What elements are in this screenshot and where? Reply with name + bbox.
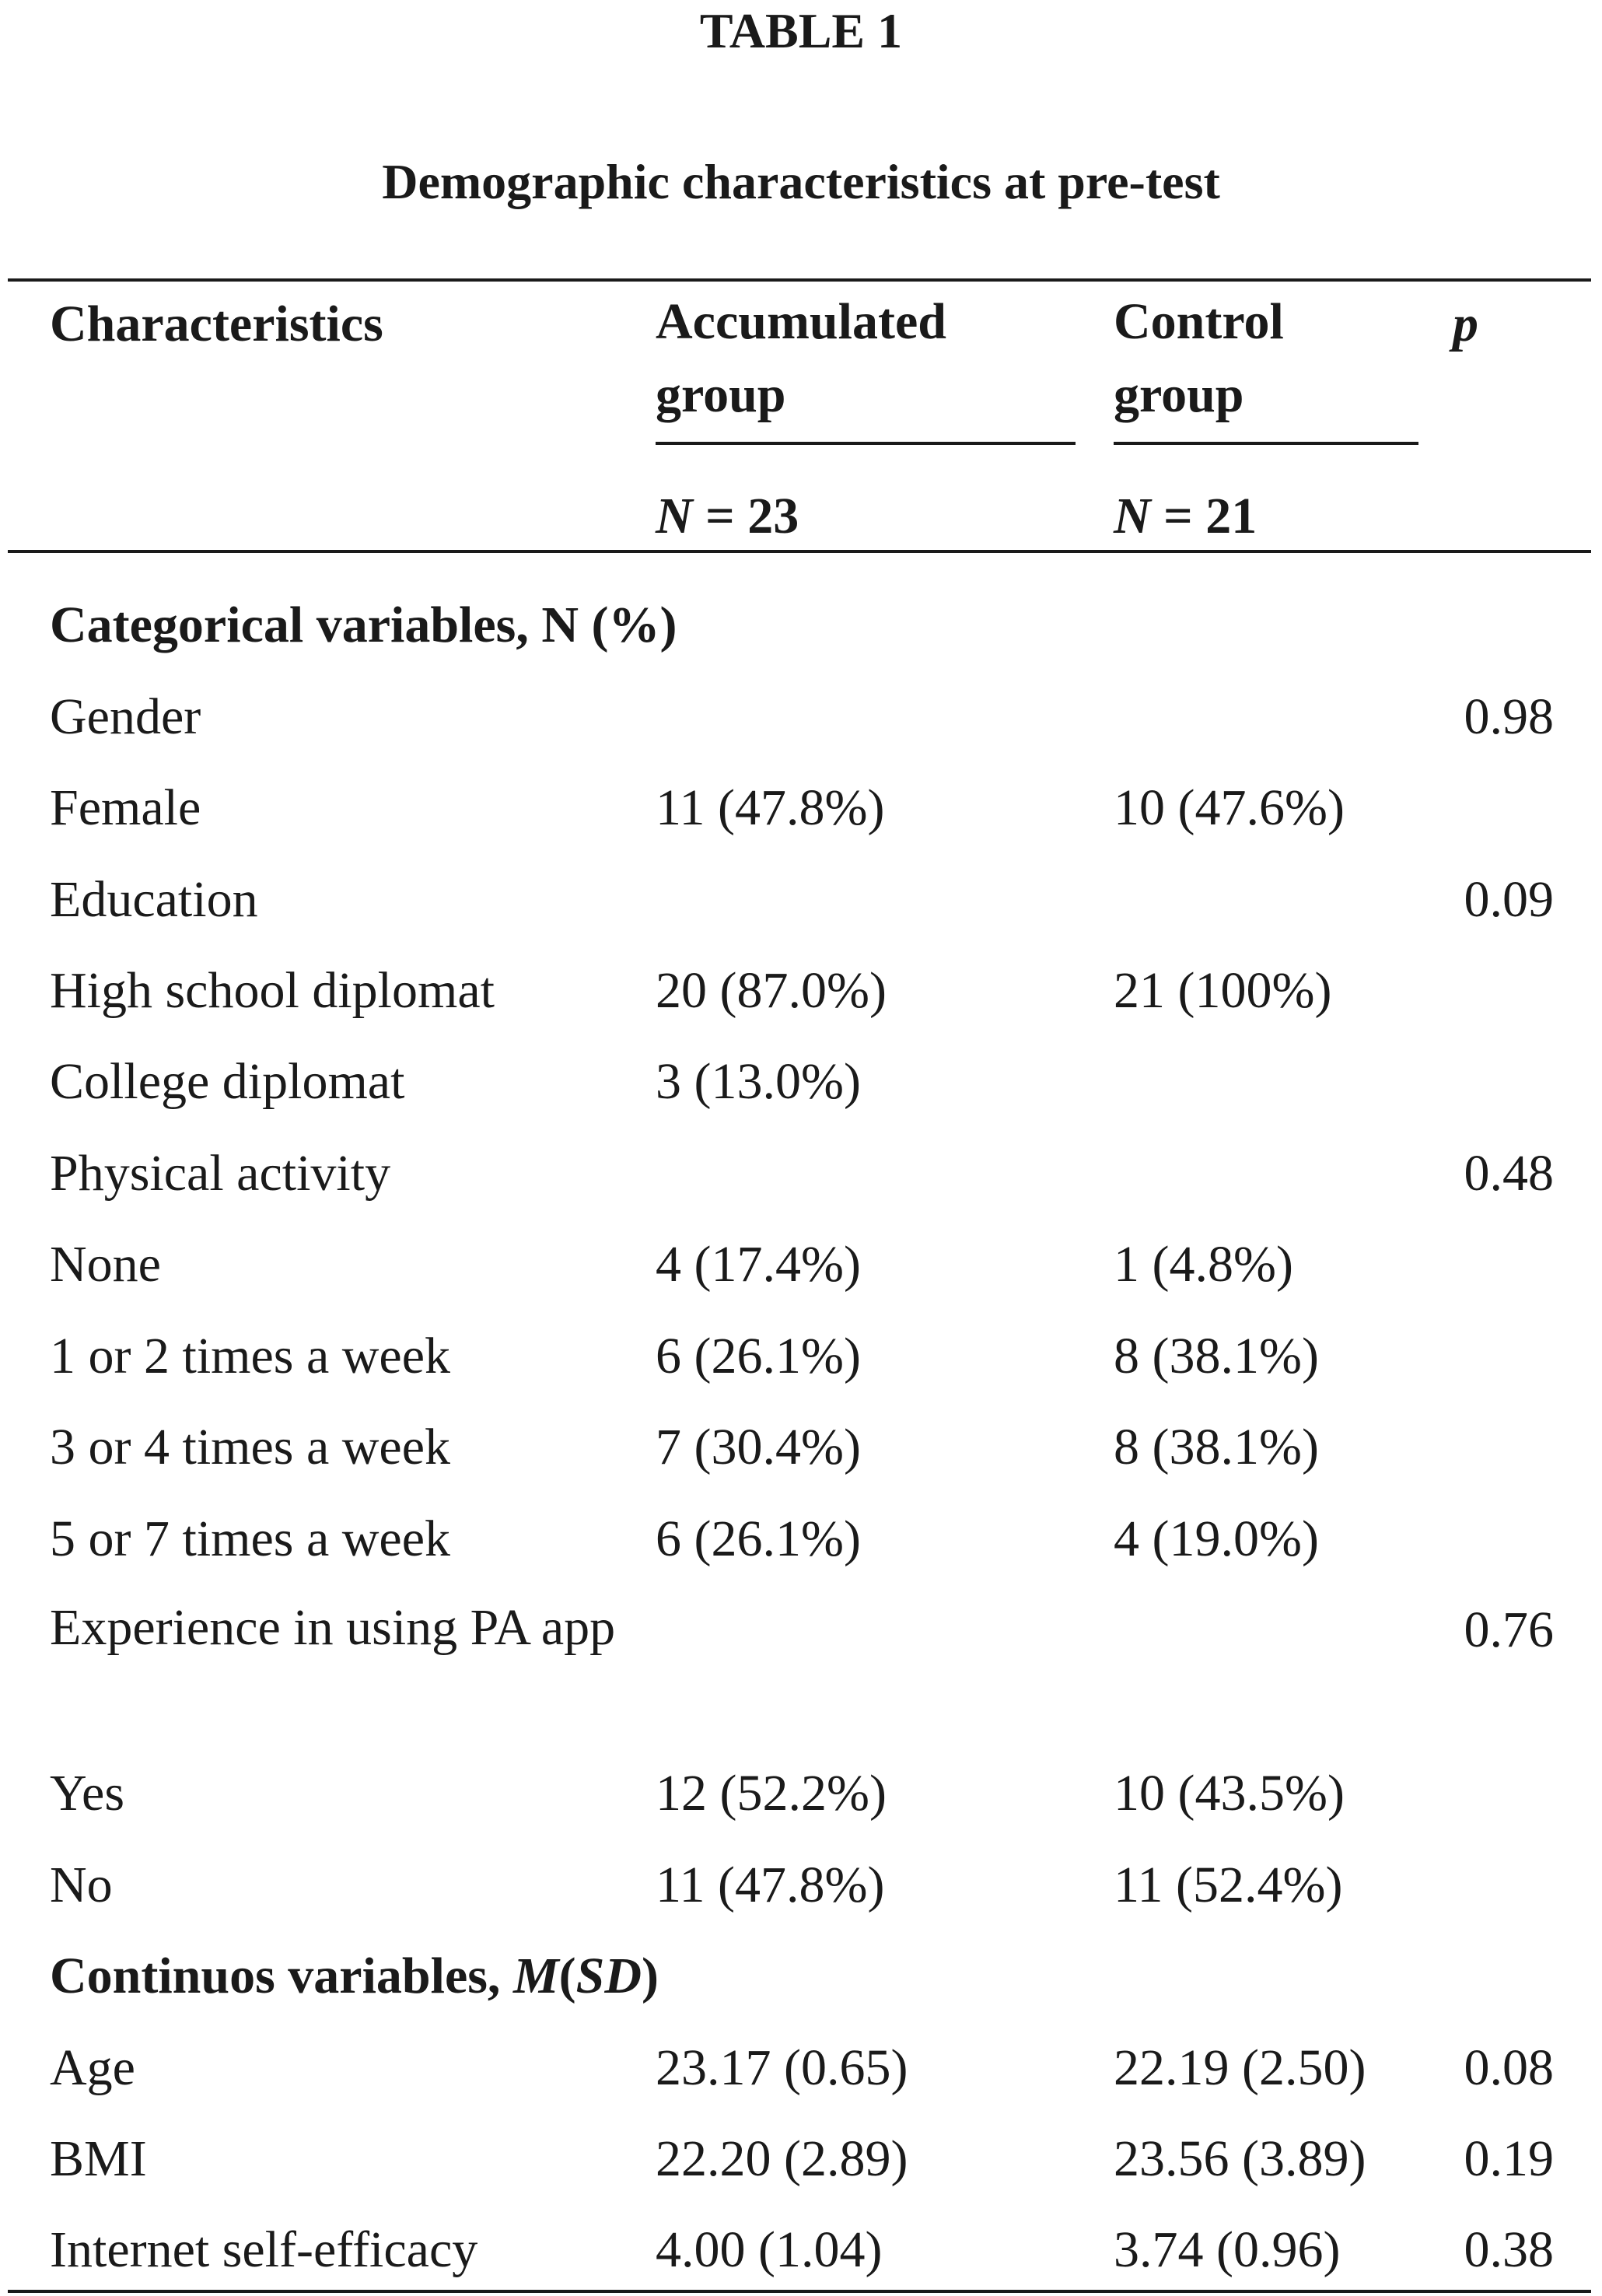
section-continuous: Continuos variables, M(SD)	[50, 1948, 659, 2004]
row-label: Physical activity	[50, 1145, 391, 1202]
row-accumulated: 6 (26.1%)	[656, 1328, 861, 1384]
row-accumulated: 22.20 (2.89)	[656, 2130, 908, 2187]
row-label: College diplomat	[50, 1053, 405, 1110]
row-accumulated: 23.17 (0.65)	[656, 2039, 908, 2096]
row-label: Experience in using PA app	[50, 1599, 616, 1656]
row-label: Yes	[50, 1765, 125, 1822]
row-p: 0.38	[1464, 2221, 1555, 2278]
header-bottom-rule	[8, 550, 1591, 553]
header-accumulated-group: Accumulated group	[656, 293, 946, 423]
row-p: 0.09	[1464, 871, 1555, 928]
n-symbol: N	[656, 488, 693, 544]
row-control: 10 (47.6%)	[1114, 779, 1345, 836]
row-control: 10 (43.5%)	[1114, 1765, 1345, 1822]
mean-symbol: M	[512, 1948, 559, 2004]
row-control: 11 (52.4%)	[1114, 1857, 1343, 1913]
row-label: No	[50, 1857, 113, 1913]
row-p: 0.76	[1464, 1601, 1555, 1658]
section-continuous-label: Continuos variables,	[50, 1948, 513, 2004]
row-control: 4 (19.0%)	[1114, 1510, 1319, 1567]
header-characteristics: Characteristics	[50, 296, 383, 352]
table-title: Demographic characteristics at pre-test	[382, 154, 1220, 209]
bottom-rule	[8, 2290, 1591, 2293]
section-categorical: Categorical variables, N (%)	[50, 597, 677, 653]
row-control: 3.74 (0.96)	[1114, 2221, 1341, 2278]
row-accumulated: 12 (52.2%)	[656, 1765, 887, 1822]
n-accumulated-value: = 23	[705, 488, 799, 544]
row-label: Female	[50, 779, 201, 836]
row-accumulated: 3 (13.0%)	[656, 1053, 861, 1110]
table-label: TABLE 1	[699, 3, 903, 58]
row-accumulated: 6 (26.1%)	[656, 1510, 861, 1567]
row-control: 22.19 (2.50)	[1114, 2039, 1366, 2096]
row-label: Education	[50, 871, 258, 928]
row-label: Internet self-efficacy	[50, 2221, 478, 2278]
n-symbol: N	[1114, 488, 1151, 544]
row-p: 0.19	[1464, 2130, 1555, 2187]
row-control: 8 (38.1%)	[1114, 1328, 1319, 1384]
n-control-value: = 21	[1163, 488, 1257, 544]
row-accumulated: 7 (30.4%)	[656, 1419, 861, 1475]
row-p: 0.98	[1464, 688, 1555, 745]
row-control: 1 (4.8%)	[1114, 1236, 1293, 1293]
control-group-rule	[1114, 442, 1418, 445]
row-accumulated: 4.00 (1.04)	[656, 2221, 883, 2278]
row-accumulated: 20 (87.0%)	[656, 962, 887, 1019]
row-accumulated: 11 (47.8%)	[656, 779, 885, 836]
row-label: 3 or 4 times a week	[50, 1419, 451, 1475]
n-accumulated: N = 23	[656, 491, 799, 542]
row-p: 0.08	[1464, 2039, 1555, 2096]
top-rule	[8, 278, 1591, 282]
row-label: High school diplomat	[50, 962, 495, 1019]
row-control: 8 (38.1%)	[1114, 1419, 1319, 1475]
row-label: 5 or 7 times a week	[50, 1510, 451, 1567]
row-label: Age	[50, 2039, 135, 2096]
accumulated-group-rule	[656, 442, 1076, 445]
header-control-group: Control group	[1114, 293, 1284, 423]
row-accumulated: 4 (17.4%)	[656, 1236, 861, 1293]
n-control: N = 21	[1114, 491, 1257, 542]
row-p: 0.48	[1464, 1145, 1555, 1202]
row-label: None	[50, 1236, 161, 1293]
header-p: p	[1453, 296, 1478, 352]
row-control: 21 (100%)	[1114, 962, 1332, 1019]
row-label: Gender	[50, 688, 201, 745]
sd-symbol: SD	[575, 1948, 642, 2004]
row-control: 23.56 (3.89)	[1114, 2130, 1366, 2187]
row-label: BMI	[50, 2130, 147, 2187]
row-label: 1 or 2 times a week	[50, 1328, 451, 1384]
row-accumulated: 11 (47.8%)	[656, 1857, 885, 1913]
